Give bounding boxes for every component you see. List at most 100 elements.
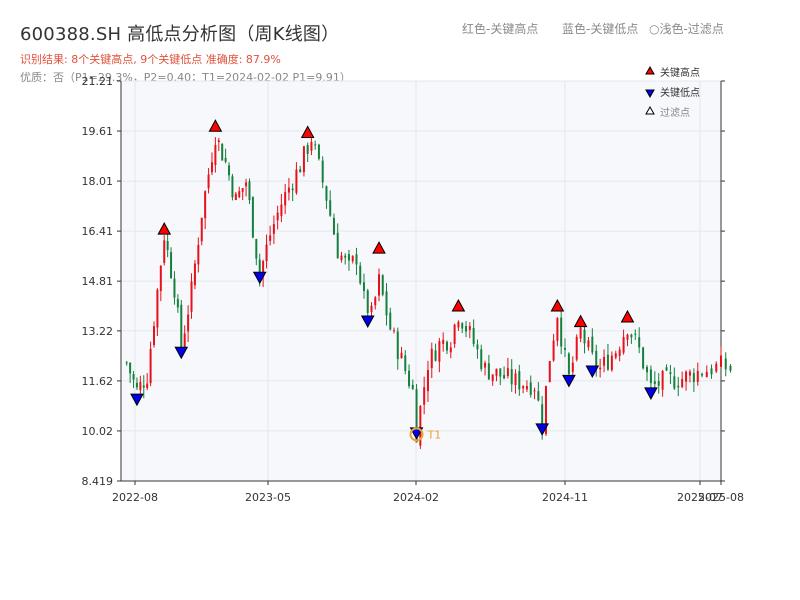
candle-body [325,186,328,201]
y-tick-label: 8.419 [82,475,114,488]
candle-body [248,181,251,201]
candle-body [677,385,680,388]
candle-body [176,298,179,308]
candle-body [445,341,448,351]
candle-body [329,200,332,216]
top-legend-low: 蓝色-关键低点 [562,22,639,36]
candle-body [173,278,176,298]
candle-body [217,140,220,142]
candle-body [665,367,668,371]
candle-body [701,373,704,376]
key-high-marker [300,125,315,138]
candle-body [610,355,613,371]
candle-body [251,197,254,238]
candle-body [449,347,452,353]
candle-body [491,374,494,381]
candle-body [487,363,490,380]
candle-body [544,385,547,435]
candle-body [139,381,142,391]
candle-body [321,160,324,183]
key-low-marker [130,393,144,407]
candle-body [552,340,555,361]
candle-body [529,382,532,395]
candle-body [302,146,305,173]
candle-body [132,374,135,380]
x-tick-label: 2025-08 [698,491,744,504]
x-tick-label: 2024-11 [542,491,588,504]
t1-label: T1 [427,428,442,441]
candle-body [389,312,392,330]
candle-body [284,192,287,206]
candle-body [614,353,617,358]
candle-body [537,391,540,401]
candle-body [514,373,517,385]
y-tick-label: 11.62 [82,375,114,388]
candle-body [344,255,347,258]
candle-body [159,265,162,291]
y-tick-label: 14.81 [82,275,114,288]
candle-body [476,344,479,350]
candle-body [280,204,283,217]
x-tick-label: 2024-02 [393,491,439,504]
candle-body [453,324,456,344]
legend-label: 过滤点 [660,106,690,119]
candle-body [135,382,138,388]
candle-body [276,212,279,221]
candle-body [190,281,193,312]
candle-body [669,372,672,375]
candle-body [646,367,649,373]
candle-body [153,326,155,346]
candle-body [560,317,563,347]
candle-body [484,362,487,368]
candle-body [295,169,298,193]
candle-body [434,350,437,361]
candle-body [567,353,570,374]
candle-body [630,334,633,338]
candle-body [591,336,594,353]
candle-body [419,406,422,446]
legend-label: 关键高点 [660,66,700,79]
candle-body [472,328,475,344]
candle-body [396,331,399,360]
candle-body [587,340,590,348]
key-high-marker [157,222,172,235]
candle-body [468,326,471,331]
candle-body [634,333,637,335]
candle-body [595,350,598,368]
candle-body [238,191,241,198]
candle-body [214,144,217,165]
candle-body [393,330,396,332]
candle-body [626,334,629,340]
candle-body [180,304,183,349]
candle-body [480,349,483,370]
candle-body [204,191,207,219]
candle-body [332,217,335,235]
candle-body [657,381,660,386]
candle-body [673,376,676,389]
candle-body [166,241,169,251]
candle-body [193,263,196,286]
top-legend-filtered: ○浅色-过滤点 [649,22,724,36]
candle-body [430,348,433,369]
candle-body [729,365,732,371]
candle-body [579,327,582,339]
candle-body [599,367,602,370]
candle-body [408,370,411,387]
candle-body [183,333,186,351]
candle-body [170,252,173,278]
candle-body [149,348,152,384]
candle-body [262,261,265,278]
candle-body [400,352,403,359]
candle-body [548,361,551,383]
candle-body [340,255,343,261]
candle-body [210,162,213,173]
key-high-marker [372,241,386,254]
candle-body [255,239,258,259]
candle-body [411,384,414,390]
candle-body [556,318,559,341]
candle-body [442,339,445,344]
candle-body [533,390,536,392]
candle-body [705,371,708,378]
key-high-marker [620,309,635,323]
x-tick-label: 2022-08 [112,491,158,504]
